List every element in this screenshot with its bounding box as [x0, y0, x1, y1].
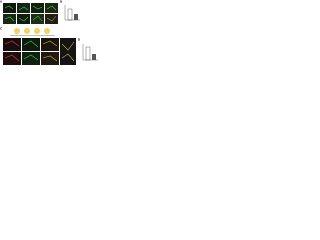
page: A B C D	[0, 0, 100, 69]
micrograph	[3, 38, 21, 51]
signal	[23, 40, 39, 61]
icon	[34, 28, 40, 34]
micrograph	[31, 14, 44, 24]
micrograph	[45, 3, 58, 13]
micrograph	[3, 14, 16, 24]
micrograph	[41, 52, 59, 65]
icon	[24, 28, 30, 34]
bar	[92, 54, 96, 60]
icon	[44, 28, 50, 34]
micrograph-row	[3, 3, 58, 24]
micrograph	[31, 3, 44, 13]
bar	[85, 46, 91, 61]
panel-label: D	[78, 37, 81, 41]
micrograph	[22, 52, 40, 65]
micrograph	[3, 3, 16, 13]
micrograph	[17, 3, 30, 13]
micrograph	[41, 38, 59, 51]
chart-b	[64, 5, 80, 21]
micrograph	[3, 52, 21, 65]
panel-label: B	[60, 0, 63, 3]
micrograph-row	[3, 38, 76, 65]
figure: A B C D	[0, 0, 98, 65]
chart-d	[82, 44, 98, 61]
signal	[4, 40, 20, 62]
signal	[42, 40, 75, 62]
micrograph	[22, 38, 40, 51]
signal	[4, 5, 57, 22]
bar	[67, 8, 73, 21]
panel-label: C	[0, 26, 3, 30]
schematic	[10, 28, 55, 36]
micrograph	[17, 14, 30, 24]
micrograph	[45, 14, 58, 24]
icon	[14, 28, 20, 34]
bar	[74, 14, 78, 20]
panel-label: A	[0, 0, 3, 3]
